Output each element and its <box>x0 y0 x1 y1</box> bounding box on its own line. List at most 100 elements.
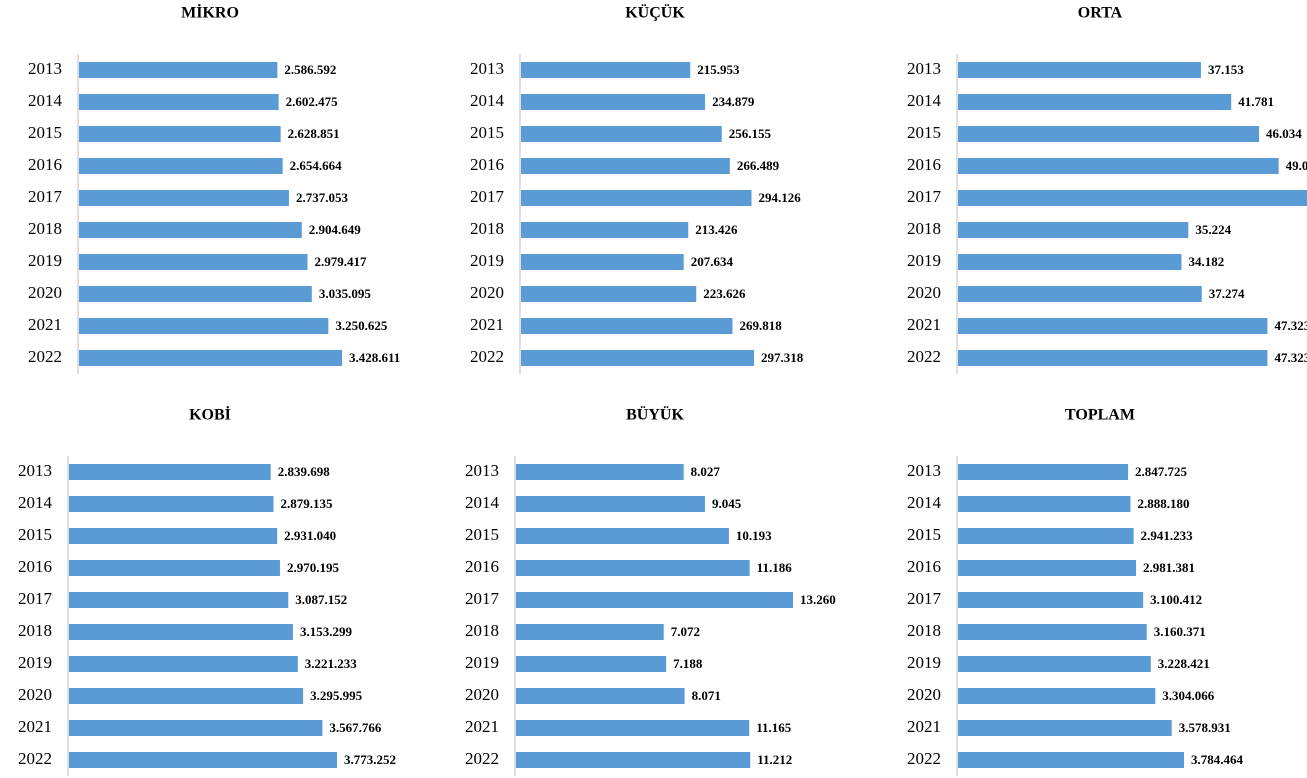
data-label: 3.221.233 <box>305 656 358 671</box>
y-tick-label: 2014 <box>470 91 505 110</box>
y-tick-label: 2022 <box>465 749 499 768</box>
data-label: 3.153.299 <box>300 624 353 639</box>
bar <box>958 464 1129 480</box>
bar <box>521 350 754 366</box>
bar <box>516 528 729 544</box>
y-tick-label: 2021 <box>465 717 499 736</box>
data-label: 34.182 <box>1189 254 1225 269</box>
bar <box>521 190 752 206</box>
bar <box>516 464 684 480</box>
y-tick-label: 2013 <box>465 461 499 480</box>
bar <box>958 318 1268 334</box>
data-label: 2.839.698 <box>278 464 331 479</box>
data-label: 2.879.135 <box>280 496 333 511</box>
bar <box>958 496 1131 512</box>
y-tick-label: 2015 <box>907 525 941 544</box>
y-tick-label: 2020 <box>907 685 941 704</box>
data-label: 3.578.931 <box>1179 720 1231 735</box>
y-tick-label: 2022 <box>470 347 504 366</box>
bar <box>69 720 323 736</box>
bar <box>516 624 664 640</box>
data-label: 13.260 <box>800 592 836 607</box>
bar <box>521 94 706 110</box>
bar <box>69 624 293 640</box>
data-label: 294.126 <box>758 190 801 205</box>
data-label: 234.879 <box>712 94 755 109</box>
y-tick-label: 2021 <box>18 717 52 736</box>
bar <box>521 222 689 238</box>
y-tick-label: 2020 <box>470 283 504 302</box>
y-tick-label: 2014 <box>465 493 500 512</box>
data-label: 47.323 <box>1274 318 1307 333</box>
y-tick-label: 2022 <box>907 347 941 366</box>
y-tick-label: 2019 <box>18 653 52 672</box>
y-tick-label: 2017 <box>28 187 63 206</box>
data-label: 3.428.611 <box>349 350 400 365</box>
bar <box>521 286 697 302</box>
bar <box>958 752 1184 768</box>
bar <box>79 286 312 302</box>
y-tick-label: 2016 <box>907 155 941 174</box>
bar <box>521 62 691 78</box>
y-tick-label: 2020 <box>465 685 499 704</box>
data-label: 2.970.195 <box>287 560 340 575</box>
bar <box>69 464 271 480</box>
bar <box>958 624 1147 640</box>
data-label: 2.941.233 <box>1141 528 1194 543</box>
bar <box>521 318 733 334</box>
y-tick-label: 2017 <box>465 589 500 608</box>
data-label: 41.781 <box>1238 94 1274 109</box>
data-label: 2.931.040 <box>284 528 336 543</box>
chart-title: KOBİ <box>189 405 231 424</box>
bar <box>79 62 278 78</box>
y-tick-label: 2016 <box>907 557 941 576</box>
data-label: 11.165 <box>756 720 792 735</box>
data-label: 3.100.412 <box>1150 592 1202 607</box>
data-label: 11.186 <box>757 560 793 575</box>
data-label: 2.737.053 <box>296 190 349 205</box>
y-tick-label: 2021 <box>28 315 62 334</box>
bar <box>958 62 1201 78</box>
y-tick-label: 2014 <box>18 493 53 512</box>
bar <box>958 528 1134 544</box>
bar <box>521 126 722 142</box>
data-label: 297.318 <box>761 350 804 365</box>
bar <box>69 592 289 608</box>
data-label: 2.847.725 <box>1135 464 1188 479</box>
bar <box>516 560 750 576</box>
bar <box>79 158 283 174</box>
bar <box>69 560 280 576</box>
chart-title: KÜÇÜK <box>625 4 685 22</box>
bar <box>958 222 1189 238</box>
bar <box>958 592 1144 608</box>
data-label: 9.045 <box>712 496 742 511</box>
y-tick-label: 2021 <box>470 315 504 334</box>
y-tick-label: 2013 <box>907 59 941 78</box>
y-tick-label: 2013 <box>470 59 504 78</box>
bar <box>958 126 1260 142</box>
data-label: 10.193 <box>736 528 772 543</box>
bar <box>958 656 1151 672</box>
y-tick-label: 2020 <box>907 283 941 302</box>
bar <box>69 496 274 512</box>
y-tick-label: 2015 <box>28 123 62 142</box>
data-label: 2.981.381 <box>1143 560 1195 575</box>
y-tick-label: 2016 <box>470 155 504 174</box>
data-label: 2.979.417 <box>315 254 368 269</box>
bar <box>516 496 705 512</box>
bar <box>958 254 1182 270</box>
data-label: 7.072 <box>671 624 700 639</box>
y-tick-label: 2020 <box>28 283 62 302</box>
data-label: 3.035.095 <box>319 286 372 301</box>
bar <box>69 752 337 768</box>
chart-title: BÜYÜK <box>626 406 684 424</box>
y-tick-label: 2021 <box>907 315 941 334</box>
data-label: 2.654.664 <box>290 158 343 173</box>
y-tick-label: 2015 <box>465 525 499 544</box>
y-tick-label: 2018 <box>28 219 62 238</box>
bar <box>958 720 1172 736</box>
data-label: 256.155 <box>729 126 772 141</box>
y-tick-label: 2022 <box>28 347 62 366</box>
data-label: 37.153 <box>1208 62 1244 77</box>
